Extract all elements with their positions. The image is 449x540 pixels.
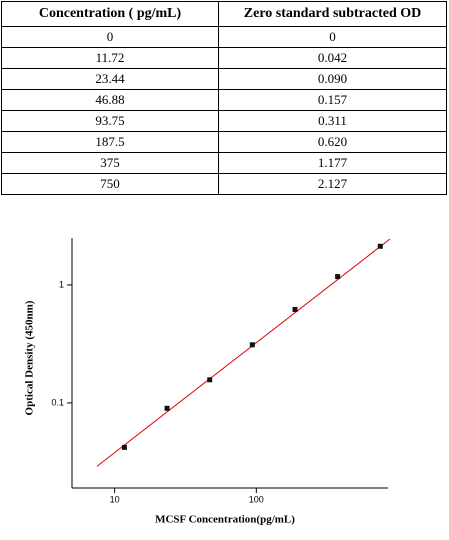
data-point — [249, 342, 255, 348]
x-tick-label: 100 — [249, 494, 264, 504]
table-cell: 0.620 — [218, 131, 447, 153]
y-tick-label: 0.1 — [51, 397, 64, 407]
table-row: 11.72 0.042 — [1, 47, 447, 69]
y-tick-label: 1 — [59, 279, 64, 289]
x-tick-label: 10 — [110, 494, 120, 504]
table-cell: 11.72 — [1, 47, 219, 69]
data-point — [335, 274, 341, 280]
data-point — [121, 444, 127, 450]
table-row: 187.5 0.620 — [1, 131, 447, 153]
header-cell: Zero standard subtracted OD — [218, 1, 447, 27]
data-point — [292, 306, 298, 312]
data-point — [207, 377, 213, 383]
data-point — [164, 405, 170, 411]
header-cell: Concentration ( pg/mL) — [1, 1, 219, 27]
data-point — [377, 243, 383, 249]
x-axis-label: MCSF Concentration(pg/mL) — [155, 514, 295, 526]
y-axis-label: Optical Density (450nm) — [24, 300, 36, 415]
table-row: 375 1.177 — [1, 152, 447, 174]
fit-line — [96, 238, 391, 467]
table-cell: 2.127 — [218, 173, 447, 195]
table-row: 46.88 0.157 — [1, 89, 447, 111]
table-row: 750 2.127 — [1, 173, 447, 195]
table-cell: 750 — [1, 173, 219, 195]
data-table: Concentration ( pg/mL) Zero standard sub… — [1, 1, 447, 195]
